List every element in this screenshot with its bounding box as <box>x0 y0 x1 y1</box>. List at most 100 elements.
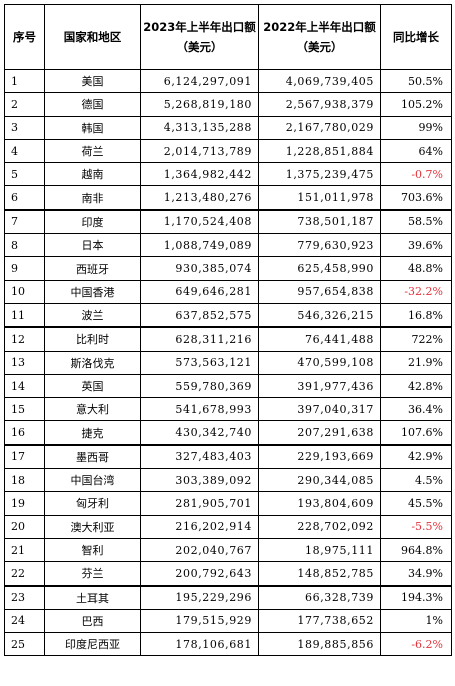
row-export-2022: 738,501,187 <box>258 208 381 235</box>
row-export-2023: 541,678,993 <box>140 397 259 422</box>
row-export-2023: 649,646,281 <box>140 279 259 304</box>
table-row: 9 西班牙 930,385,074 625,458,990 48.8% <box>4 256 452 281</box>
row-export-2023: 637,852,575 <box>140 302 259 328</box>
row-index: 24 <box>4 608 45 634</box>
row-region: 韩国 <box>44 115 141 140</box>
row-export-2023: 4,313,135,288 <box>140 115 259 140</box>
row-index: 5 <box>4 162 45 187</box>
row-region: 智利 <box>44 537 141 563</box>
row-index: 15 <box>4 397 45 422</box>
header-growth: 同比增长 <box>380 4 452 70</box>
row-index: 3 <box>4 115 45 140</box>
row-growth: 99% <box>380 115 452 140</box>
row-growth: 1% <box>380 608 452 634</box>
row-region: 意大利 <box>44 397 141 422</box>
row-growth: 50.5% <box>380 68 452 94</box>
row-growth: 105.2% <box>380 92 452 117</box>
row-export-2022: 76,441,488 <box>258 326 381 352</box>
row-growth: 107.6% <box>380 420 452 446</box>
row-index: 21 <box>4 537 45 563</box>
row-index: 20 <box>4 514 45 539</box>
row-index: 18 <box>4 468 45 493</box>
row-export-2023: 179,515,929 <box>140 608 259 634</box>
table-row: 25 印度尼西亚 178,106,681 189,885,856 -6.2% <box>4 632 452 657</box>
export-table: 序号 国家和地区 2023年上半年出口额（美元） 2022年上半年出口额（美元）… <box>4 4 452 657</box>
row-growth: 64% <box>380 138 452 164</box>
row-region: 英国 <box>44 373 141 399</box>
row-growth: -32.2% <box>380 279 452 304</box>
row-export-2023: 430,342,740 <box>140 420 259 446</box>
table-row: 24 巴西 179,515,929 177,738,652 1% <box>4 608 452 634</box>
row-export-2022: 189,885,856 <box>258 632 381 657</box>
row-region: 印度尼西亚 <box>44 632 141 657</box>
table-row: 19 匈牙利 281,905,701 193,804,609 45.5% <box>4 491 452 516</box>
row-export-2022: 148,852,785 <box>258 561 381 587</box>
row-index: 19 <box>4 491 45 516</box>
row-export-2023: 2,014,713,789 <box>140 138 259 164</box>
header-row: 序号 国家和地区 2023年上半年出口额（美元） 2022年上半年出口额（美元）… <box>4 4 452 70</box>
row-export-2023: 559,780,369 <box>140 373 259 399</box>
row-export-2022: 229,193,669 <box>258 443 381 470</box>
row-region: 墨西哥 <box>44 443 141 470</box>
row-export-2023: 1,364,982,442 <box>140 162 259 187</box>
row-export-2022: 2,167,780,029 <box>258 115 381 140</box>
table-row: 3 韩国 4,313,135,288 2,167,780,029 99% <box>4 115 452 140</box>
row-index: 6 <box>4 185 45 211</box>
row-growth: 39.6% <box>380 233 452 258</box>
row-region: 南非 <box>44 185 141 211</box>
row-index: 1 <box>4 68 45 94</box>
row-growth: 45.5% <box>380 491 452 516</box>
row-export-2023: 202,040,767 <box>140 537 259 563</box>
table-row: 20 澳大利亚 216,202,914 228,702,092 -5.5% <box>4 514 452 539</box>
row-index: 12 <box>4 326 45 352</box>
row-growth: 4.5% <box>380 468 452 493</box>
row-export-2022: 546,326,215 <box>258 302 381 328</box>
table-row: 2 德国 5,268,819,180 2,567,938,379 105.2% <box>4 92 452 117</box>
row-growth: -5.5% <box>380 514 452 539</box>
row-export-2022: 177,738,652 <box>258 608 381 634</box>
row-region: 芬兰 <box>44 561 141 587</box>
table-row: 7 印度 1,170,524,408 738,501,187 58.5% <box>4 208 452 235</box>
row-export-2022: 4,069,739,405 <box>258 68 381 94</box>
row-export-2023: 303,389,092 <box>140 468 259 493</box>
row-export-2022: 625,458,990 <box>258 256 381 281</box>
row-region: 印度 <box>44 208 141 235</box>
row-export-2023: 1,213,480,276 <box>140 185 259 211</box>
row-export-2023: 200,792,643 <box>140 561 259 587</box>
row-region: 比利时 <box>44 326 141 352</box>
table-row: 11 波兰 637,852,575 546,326,215 16.8% <box>4 302 452 328</box>
table-row: 8 日本 1,088,749,089 779,630,923 39.6% <box>4 233 452 258</box>
row-export-2023: 195,229,296 <box>140 584 259 610</box>
row-growth: 48.8% <box>380 256 452 281</box>
row-growth: 42.8% <box>380 373 452 399</box>
row-growth: 964.8% <box>380 537 452 563</box>
row-export-2022: 470,599,108 <box>258 350 381 375</box>
row-index: 17 <box>4 443 45 470</box>
row-index: 11 <box>4 302 45 328</box>
row-index: 14 <box>4 373 45 399</box>
table-row: 14 英国 559,780,369 391,977,436 42.8% <box>4 373 452 399</box>
row-export-2022: 391,977,436 <box>258 373 381 399</box>
table-row: 6 南非 1,213,480,276 151,011,978 703.6% <box>4 185 452 211</box>
row-growth: 703.6% <box>380 185 452 211</box>
row-export-2022: 779,630,923 <box>258 233 381 258</box>
row-index: 2 <box>4 92 45 117</box>
row-index: 25 <box>4 632 45 657</box>
row-region: 越南 <box>44 162 141 187</box>
row-export-2022: 2,567,938,379 <box>258 92 381 117</box>
row-region: 澳大利亚 <box>44 514 141 539</box>
table-row: 17 墨西哥 327,483,403 229,193,669 42.9% <box>4 443 452 470</box>
row-export-2022: 1,228,851,884 <box>258 138 381 164</box>
row-growth: 58.5% <box>380 208 452 235</box>
row-export-2022: 66,328,739 <box>258 584 381 610</box>
row-growth: 42.9% <box>380 443 452 470</box>
row-export-2023: 178,106,681 <box>140 632 259 657</box>
header-export-2022: 2022年上半年出口额（美元） <box>258 4 381 70</box>
row-export-2022: 957,654,838 <box>258 279 381 304</box>
table-row: 21 智利 202,040,767 18,975,111 964.8% <box>4 537 452 563</box>
row-export-2022: 228,702,092 <box>258 514 381 539</box>
row-growth: -6.2% <box>380 632 452 657</box>
row-index: 16 <box>4 420 45 446</box>
row-export-2023: 5,268,819,180 <box>140 92 259 117</box>
table-row: 12 比利时 628,311,216 76,441,488 722% <box>4 326 452 352</box>
